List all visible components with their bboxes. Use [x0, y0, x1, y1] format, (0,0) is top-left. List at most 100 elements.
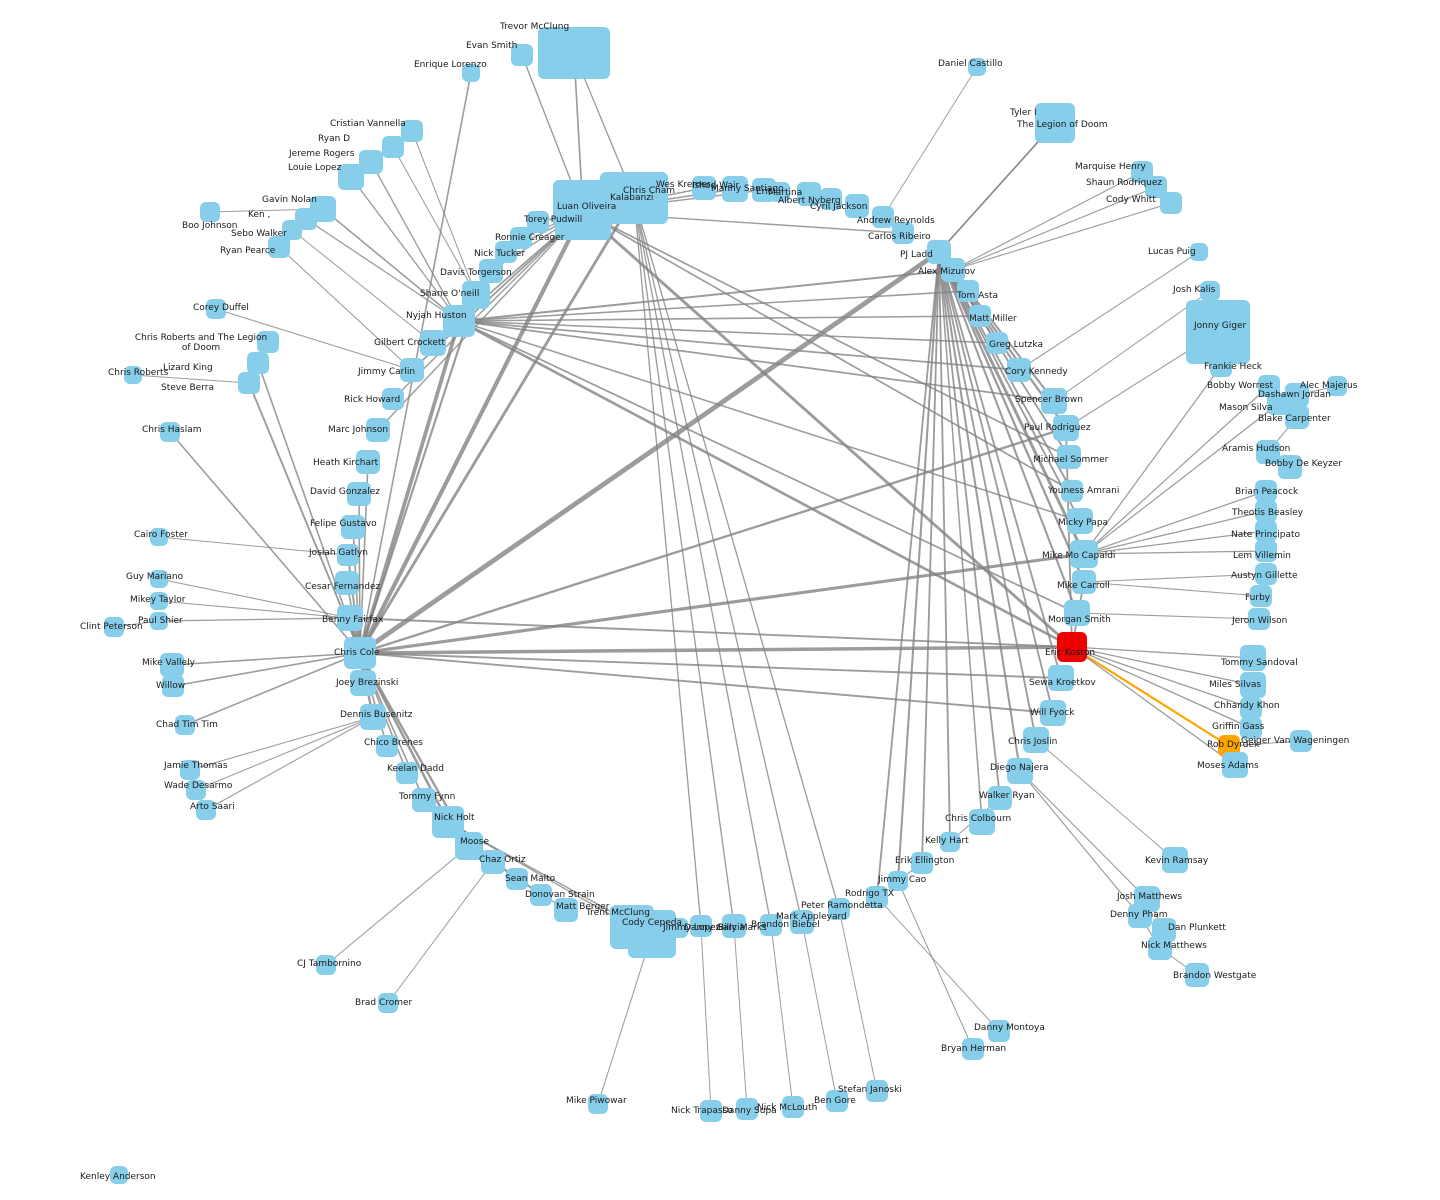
graph-node-cory-kennedy[interactable]	[1007, 358, 1031, 382]
graph-node-aramis-hudson[interactable]	[1256, 440, 1280, 464]
graph-node-louie-lopez[interactable]	[338, 164, 364, 190]
graph-node-matt-miller[interactable]	[969, 305, 991, 327]
graph-node-cesar-fernandez[interactable]	[335, 571, 359, 595]
graph-node-will-fyock[interactable]	[1040, 700, 1066, 726]
graph-node-michael-sommer[interactable]	[1057, 445, 1081, 469]
graph-node-benny-fairfax[interactable]	[337, 605, 363, 631]
graph-node-moses-adams[interactable]	[1222, 752, 1248, 778]
graph-node-sean-malto[interactable]	[506, 868, 528, 890]
graph-node-keelan-dadd[interactable]	[396, 762, 418, 784]
graph-node-brad-cromer[interactable]	[378, 993, 398, 1013]
graph-node-eric-koston[interactable]	[1057, 632, 1087, 662]
graph-node-jeron-wilson[interactable]	[1248, 608, 1270, 630]
graph-node-felipe-gustavo[interactable]	[341, 515, 365, 539]
graph-node-greg-lutzka[interactable]	[986, 332, 1008, 354]
graph-node-denny-pham[interactable]	[1128, 904, 1152, 928]
graph-node-mike-piwowar[interactable]	[588, 1094, 608, 1114]
graph-node-daniel-castillo[interactable]	[968, 58, 986, 76]
graph-node-austyn-gillette[interactable]	[1255, 563, 1277, 585]
graph-node-nick-tucker[interactable]	[495, 241, 517, 263]
graph-node-enrique-lorenzo[interactable]	[462, 64, 480, 82]
graph-node-cairo-foster[interactable]	[150, 528, 168, 546]
graph-node-steve-berra[interactable]	[238, 372, 260, 394]
graph-node-heath-kirchart[interactable]	[356, 450, 380, 474]
graph-node-jamie-thomas[interactable]	[180, 760, 200, 780]
graph-node-chad-tim-tim[interactable]	[175, 715, 195, 735]
graph-node-jimmy-lopez[interactable]	[668, 918, 688, 938]
graph-node-albert-nyberg[interactable]	[820, 188, 842, 210]
graph-node-dashawn-jordan[interactable]	[1285, 383, 1309, 407]
graph-node-jimmy-cao[interactable]	[888, 871, 908, 891]
graph-node-carlos-ribeiro[interactable]	[892, 222, 914, 244]
graph-node-stefan-janoski[interactable]	[866, 1080, 888, 1102]
graph-node-bobby-de-keyzer[interactable]	[1278, 455, 1302, 479]
graph-node-evan-smith[interactable]	[511, 44, 533, 66]
graph-node-chris-cole[interactable]	[344, 637, 376, 669]
graph-node-walker-ryan[interactable]	[988, 786, 1012, 810]
graph-node-danny-garcia[interactable]	[690, 915, 712, 937]
graph-node-rob-dyrdek[interactable]	[1218, 735, 1240, 757]
graph-node-davis-torgerson[interactable]	[479, 259, 503, 283]
graph-node-blake-carpenter[interactable]	[1285, 405, 1309, 429]
graph-node-chris-joslin[interactable]	[1023, 727, 1049, 753]
graph-node-lem-villemin[interactable]	[1255, 540, 1277, 562]
graph-node-boo-johnson[interactable]	[200, 202, 220, 222]
graph-node-luan-oliveira[interactable]	[555, 184, 611, 240]
graph-node-youness-amrani[interactable]	[1061, 480, 1083, 502]
graph-node-gilbert-crockett[interactable]	[420, 330, 446, 356]
graph-node-mikey-taylor[interactable]	[150, 592, 168, 610]
graph-node-matt-berger[interactable]	[554, 898, 578, 922]
graph-node-nick-matthews[interactable]	[1148, 936, 1172, 960]
graph-node-bobby-worrest[interactable]	[1258, 375, 1280, 397]
graph-node-chris-roberts-and-the-legion-of-doom[interactable]	[257, 331, 279, 353]
graph-node-mike-carroll[interactable]	[1072, 570, 1096, 594]
graph-node-tommy-sandoval[interactable]	[1240, 645, 1266, 671]
graph-node-ishod-wair[interactable]	[722, 176, 748, 202]
graph-node-alex-mizurov[interactable]	[941, 258, 965, 282]
graph-node-nate-principato[interactable]	[1255, 520, 1277, 542]
graph-node-cody-whitt[interactable]	[1160, 192, 1182, 214]
graph-node-chaz-ortiz[interactable]	[481, 850, 505, 874]
graph-node-peter-ramondetta[interactable]	[828, 898, 850, 920]
graph-node-alec-majerus[interactable]	[1327, 376, 1347, 396]
graph-node-josiah-gatlyn[interactable]	[337, 544, 359, 566]
graph-node-torey-pudwill[interactable]	[527, 211, 549, 233]
graph-node-rodrigo-tx[interactable]	[866, 886, 888, 908]
graph-node-brian-peacock[interactable]	[1255, 480, 1277, 502]
graph-node-shane-o-neill[interactable]	[462, 281, 490, 309]
graph-node-wade-desarmo[interactable]	[186, 780, 206, 800]
graph-node-griffin-gass[interactable]	[1240, 717, 1262, 739]
graph-node-kelly-hart[interactable]	[940, 832, 960, 852]
graph-node-lizard-king[interactable]	[247, 352, 269, 374]
graph-node-joey-brezinski[interactable]	[350, 670, 376, 696]
graph-node-erik-ellington[interactable]	[911, 852, 933, 874]
graph-node-chhandy-khon[interactable]	[1240, 697, 1262, 719]
graph-node-brandon-westgate[interactable]	[1185, 963, 1209, 987]
graph-node-mike-mo-capaldi[interactable]	[1070, 540, 1098, 568]
graph-node-trevor-mcclung[interactable]	[538, 27, 610, 79]
graph-node-wes-kremer[interactable]	[692, 176, 716, 200]
graph-node-rick-howard[interactable]	[382, 388, 404, 410]
graph-node-paul-rodriguez[interactable]	[1053, 415, 1079, 441]
graph-node-eric[interactable]	[770, 182, 790, 202]
graph-node-david-gonzalez[interactable]	[347, 482, 371, 506]
graph-node-diego-najera[interactable]	[1007, 758, 1033, 784]
graph-node-theotis-beasley[interactable]	[1255, 500, 1277, 522]
graph-node-furby[interactable]	[1250, 585, 1272, 607]
graph-node-cj-tambornino[interactable]	[316, 955, 336, 975]
graph-node-mike-vallely[interactable]	[160, 653, 184, 677]
graph-node-paul-shier[interactable]	[150, 612, 168, 630]
graph-node-cristian-vannella[interactable]	[401, 120, 423, 142]
graph-node-miles-silvas[interactable]	[1240, 672, 1266, 698]
graph-node-dennis-busenitz[interactable]	[360, 704, 386, 730]
graph-node-mark-appleyard[interactable]	[790, 910, 814, 934]
graph-node-kevin-ramsay[interactable]	[1162, 847, 1188, 873]
graph-node-danny-supa[interactable]	[736, 1098, 758, 1120]
graph-node-marc-johnson[interactable]	[366, 418, 390, 442]
graph-node-kenley-anderson[interactable]	[110, 1166, 128, 1184]
graph-node-nick-trapasso[interactable]	[700, 1100, 722, 1122]
graph-node-moose[interactable]	[455, 832, 483, 860]
graph-node-nick-mclouth[interactable]	[782, 1096, 804, 1118]
graph-node-mason-silva[interactable]	[1267, 393, 1289, 415]
graph-node-geiger-van-wageningen[interactable]	[1290, 730, 1312, 752]
